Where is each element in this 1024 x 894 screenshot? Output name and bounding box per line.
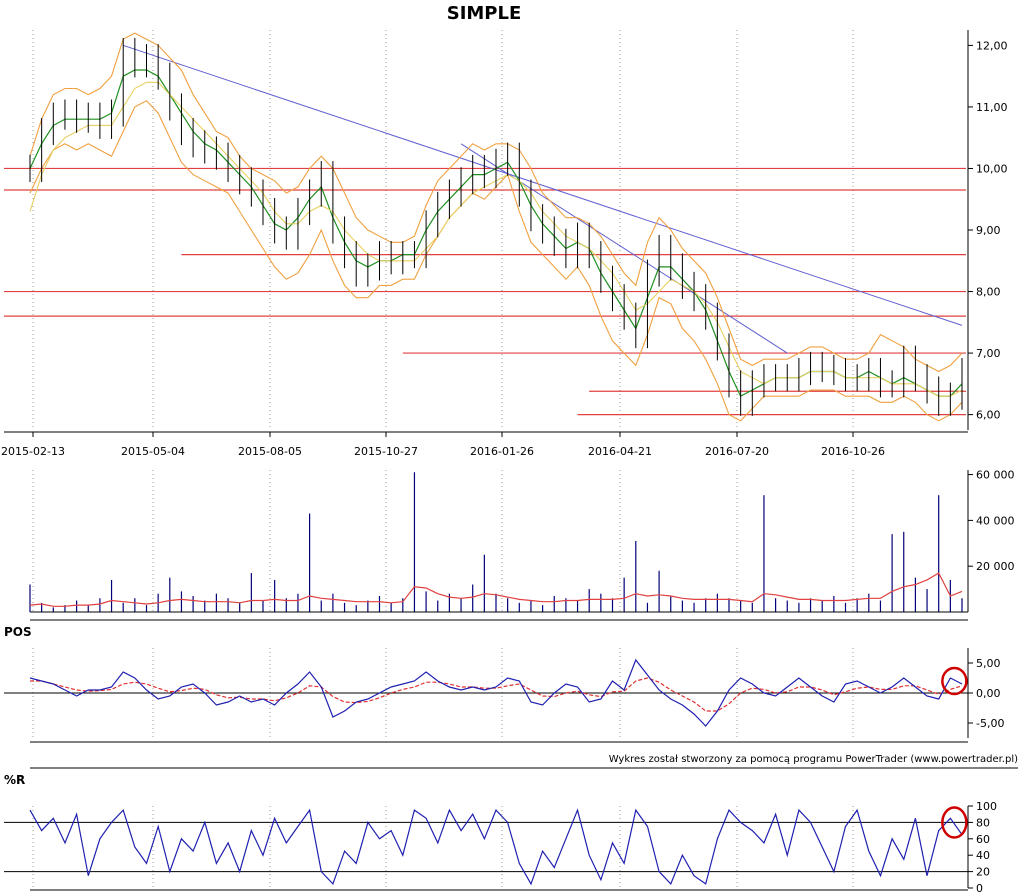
pos-series-signal xyxy=(30,677,963,712)
price-y-tick-label-4: 8,00 xyxy=(976,286,1001,299)
williams-r-y-tick-label-2: 60 xyxy=(976,833,990,846)
volume-series-volume-ma xyxy=(29,572,963,607)
trend-line-0 xyxy=(123,44,963,326)
williams-r-y-tick-label-1: 80 xyxy=(976,816,990,829)
credit-text: Wykres został stworzony za pomocą progra… xyxy=(609,754,1018,765)
williams-r-highlight-circle xyxy=(941,806,968,839)
williams-r-y-tick-label-4: 20 xyxy=(976,866,990,879)
pos-y-tick-label-1: 0,00 xyxy=(976,687,1001,700)
price-x-tick-label-7: 2016-10-26 xyxy=(821,445,885,458)
williams-r-y-tick-label-3: 40 xyxy=(976,849,990,862)
williams-r-series-r xyxy=(29,808,963,886)
pos-series-pos xyxy=(29,658,963,727)
price-y-tick-label-3: 9,00 xyxy=(976,224,1001,237)
price-x-tick-label-0: 2015-02-13 xyxy=(1,445,65,458)
volume-y-tick-label-0: 60 000 xyxy=(976,469,1015,482)
volume-y-tick-label-2: 20 000 xyxy=(976,560,1015,573)
price-y-tick-label-0: 12,00 xyxy=(976,39,1008,52)
price-x-tick-label-4: 2016-01-26 xyxy=(470,445,534,458)
price-x-tick-label-5: 2016-04-21 xyxy=(588,445,652,458)
price-x-tick-label-2: 2015-08-05 xyxy=(238,445,302,458)
price-y-tick-label-6: 6,00 xyxy=(976,409,1001,422)
price-series-slow-ma xyxy=(29,81,963,397)
price-y-tick-label-1: 11,00 xyxy=(976,101,1008,114)
williams-r-y-tick-label-0: 100 xyxy=(976,800,997,813)
pos-y-tick-label-2: -5,00 xyxy=(976,717,1004,730)
pos-highlight-circle xyxy=(941,666,968,696)
price-x-tick-label-1: 2015-05-04 xyxy=(121,445,185,458)
price-series-upper-band xyxy=(29,32,963,373)
williams-r-y-tick-label-5: 0 xyxy=(976,882,983,894)
price-y-tick-label-2: 10,00 xyxy=(976,162,1008,175)
price-x-tick-label-3: 2015-10-27 xyxy=(354,445,418,458)
volume-y-tick-label-1: 40 000 xyxy=(976,514,1015,527)
price-y-tick-label-5: 7,00 xyxy=(976,347,1001,360)
williams-r-panel-title: %R xyxy=(4,773,25,787)
chart-title: SIMPLE xyxy=(447,3,522,24)
pos-y-tick-label-0: 5,00 xyxy=(976,657,1001,670)
chart-marks: 2015-02-13 2015-05-04 2015-08-05 2015-10-27… xyxy=(1,30,1018,894)
price-x-tick-label-6: 2016-07-20 xyxy=(705,445,769,458)
pos-panel-title: POS xyxy=(4,625,32,639)
